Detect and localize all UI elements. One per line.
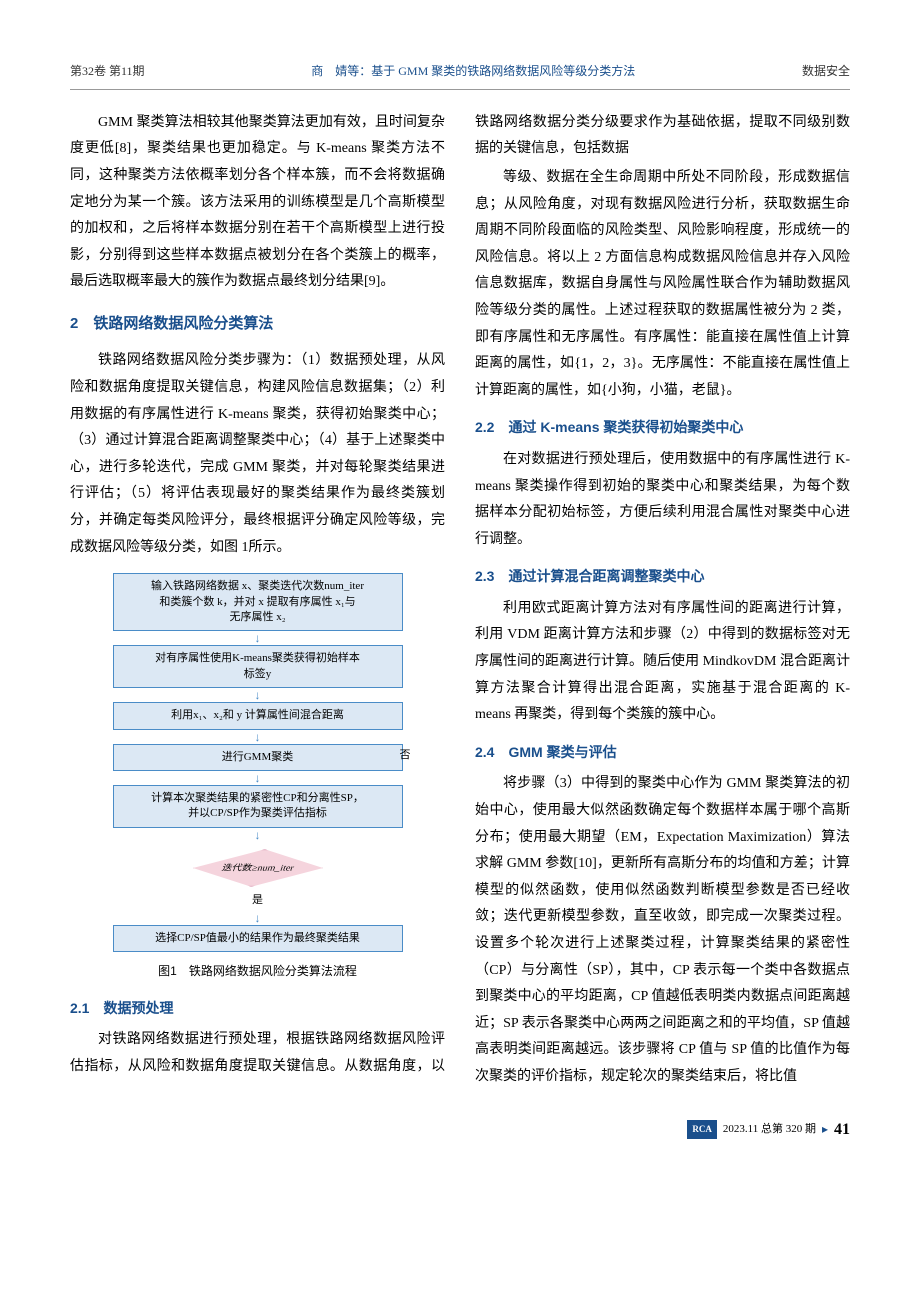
arrow-down-icon: ↓ xyxy=(113,911,403,925)
paragraph: 铁路网络数据风险分类步骤为：（1）数据预处理，从风险和数据角度提取关键信息，构建… xyxy=(70,348,445,561)
figure-caption: 图1 铁路网络数据风险分类算法流程 xyxy=(70,960,445,983)
arrow-down-icon: ↓ xyxy=(113,631,403,645)
flow-loop: 对有序属性使用K-means聚类获得初始样本标签y ↓ 利用x₁、x₂和 y 计… xyxy=(113,645,403,893)
paragraph: 将步骤（3）中得到的聚类中心作为 GMM 聚类算法的初始中心，使用最大似然函数确… xyxy=(475,771,850,1090)
paragraph: 利用欧式距离计算方法对有序属性间的距离进行计算，利用 VDM 距离计算方法和步骤… xyxy=(475,596,850,729)
page-header: 第32卷 第11期 商 婧等：基于 GMM 聚类的铁路网络数据风险等级分类方法 … xyxy=(70,60,850,90)
flow-gmm-box: 进行GMM聚类 xyxy=(113,744,403,771)
subsection-2-1-title: 2.1 数据预处理 xyxy=(70,995,445,1022)
paragraph: 等级、数据在全生命周期中所处不同阶段，形成数据信息；从风险角度，对现有数据风险进… xyxy=(475,165,850,404)
flow-input-box: 输入铁路网络数据 x、聚类迭代次数num_iter和类簇个数 k，并对 x 提取… xyxy=(113,573,403,631)
subsection-2-4-title: 2.4 GMM 聚类与评估 xyxy=(475,739,850,766)
section-2-title: 2 铁路网络数据风险分类算法 xyxy=(70,310,445,339)
arrow-down-icon: ↓ xyxy=(113,688,403,702)
page-number: 41 xyxy=(834,1115,850,1145)
page-footer: RCA 2023.11 总第 320 期 ▸ 41 xyxy=(70,1115,850,1145)
arrow-down-icon: ↓ xyxy=(113,828,403,842)
header-category: 数据安全 xyxy=(802,60,850,83)
flow-eval-box: 计算本次聚类结果的紧密性CP和分离性SP，并以CP/SP作为聚类评估指标 xyxy=(113,785,403,828)
footer-arrow-icon: ▸ xyxy=(822,1118,828,1141)
flow-decision: 迭代数≥num_iter xyxy=(113,842,403,894)
footer-issue: 2023.11 总第 320 期 xyxy=(723,1119,816,1140)
header-title: 商 婧等：基于 GMM 聚类的铁路网络数据风险等级分类方法 xyxy=(145,60,802,83)
subsection-2-3-title: 2.3 通过计算混合距离调整聚类中心 xyxy=(475,563,850,590)
two-column-body: GMM 聚类算法相较其他聚类算法更加有效，且时间复杂度更低[8]，聚类结果也更加… xyxy=(70,110,850,1091)
arrow-down-icon: ↓ xyxy=(113,730,403,744)
loop-no-label: 否 xyxy=(400,745,411,766)
arrow-down-icon: ↓ xyxy=(113,771,403,785)
footer-badge: RCA xyxy=(687,1120,717,1139)
flowchart: 输入铁路网络数据 x、聚类迭代次数num_iter和类簇个数 k，并对 x 提取… xyxy=(113,573,403,952)
subsection-2-2-title: 2.2 通过 K-means 聚类获得初始聚类中心 xyxy=(475,414,850,441)
header-volume: 第32卷 第11期 xyxy=(70,60,145,83)
flow-kmeans-box: 对有序属性使用K-means聚类获得初始样本标签y xyxy=(113,645,403,688)
paragraph: 在对数据进行预处理后，使用数据中的有序属性进行 K-means 聚类操作得到初始… xyxy=(475,447,850,553)
flow-distance-box: 利用x₁、x₂和 y 计算属性间混合距离 xyxy=(113,702,403,729)
flow-output-box: 选择CP/SP值最小的结果作为最终聚类结果 xyxy=(113,925,403,952)
paragraph: GMM 聚类算法相较其他聚类算法更加有效，且时间复杂度更低[8]，聚类结果也更加… xyxy=(70,110,445,296)
figure-1: 输入铁路网络数据 x、聚类迭代次数num_iter和类簇个数 k，并对 x 提取… xyxy=(70,573,445,983)
